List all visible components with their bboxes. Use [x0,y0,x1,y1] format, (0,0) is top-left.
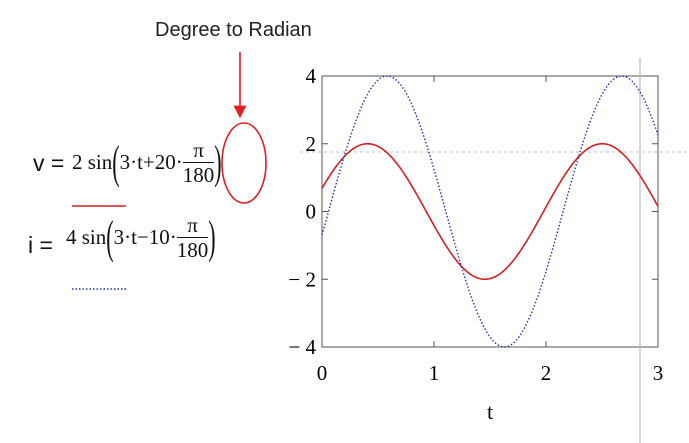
series-v-trace [321,142,659,281]
annotation-label: Degree to Radian [155,19,312,41]
series-i-trace [321,75,659,348]
y-tick-label: 2 [306,132,317,156]
i-equation-rhs: 4 sin(3·t−10· π 180) [66,210,216,263]
x-tick-label: 2 [541,361,552,385]
i-fraction: π 180 [176,213,209,262]
x-tick-label: 1 [429,361,440,385]
y-tick-label: 0 [306,200,317,224]
i-open-paren: ( [106,210,114,263]
v-open-paren: ( [112,135,120,188]
i-fraction-numerator: π [176,213,209,238]
x-axis-label: t [487,399,493,424]
v-equation-rhs: 2 sin(3·t+20· π 180) [72,135,222,188]
i-close-paren: ) [208,210,216,263]
i-coefficient: 4 sin [66,225,107,249]
i-equation-lhs: i = [28,232,53,258]
i-fraction-denominator: 180 [176,238,209,262]
x-tick-label: 0 [317,361,328,385]
v-close-paren: ) [214,135,222,188]
series-traces [321,75,659,348]
x-tick-label: 3 [653,361,664,385]
v-inner-expression: 3·t+20· [119,150,183,174]
y-tick-label: 4 [306,64,317,88]
i-inner-expression: 3·t−10· [113,225,177,249]
axis-ticks: − 4 − 2 0 2 4 0 1 2 3 [288,64,663,385]
v-fraction-denominator: 180 [182,163,215,187]
v-fraction: π 180 [182,138,215,187]
v-coefficient: 2 sin [72,150,113,174]
v-fraction-numerator: π [182,138,215,163]
y-tick-label: − 2 [288,267,316,291]
plot-area [321,75,659,348]
y-tick-label: − 4 [288,335,316,359]
v-equation-lhs: v = [33,150,65,176]
annotation-ellipse [221,122,267,204]
